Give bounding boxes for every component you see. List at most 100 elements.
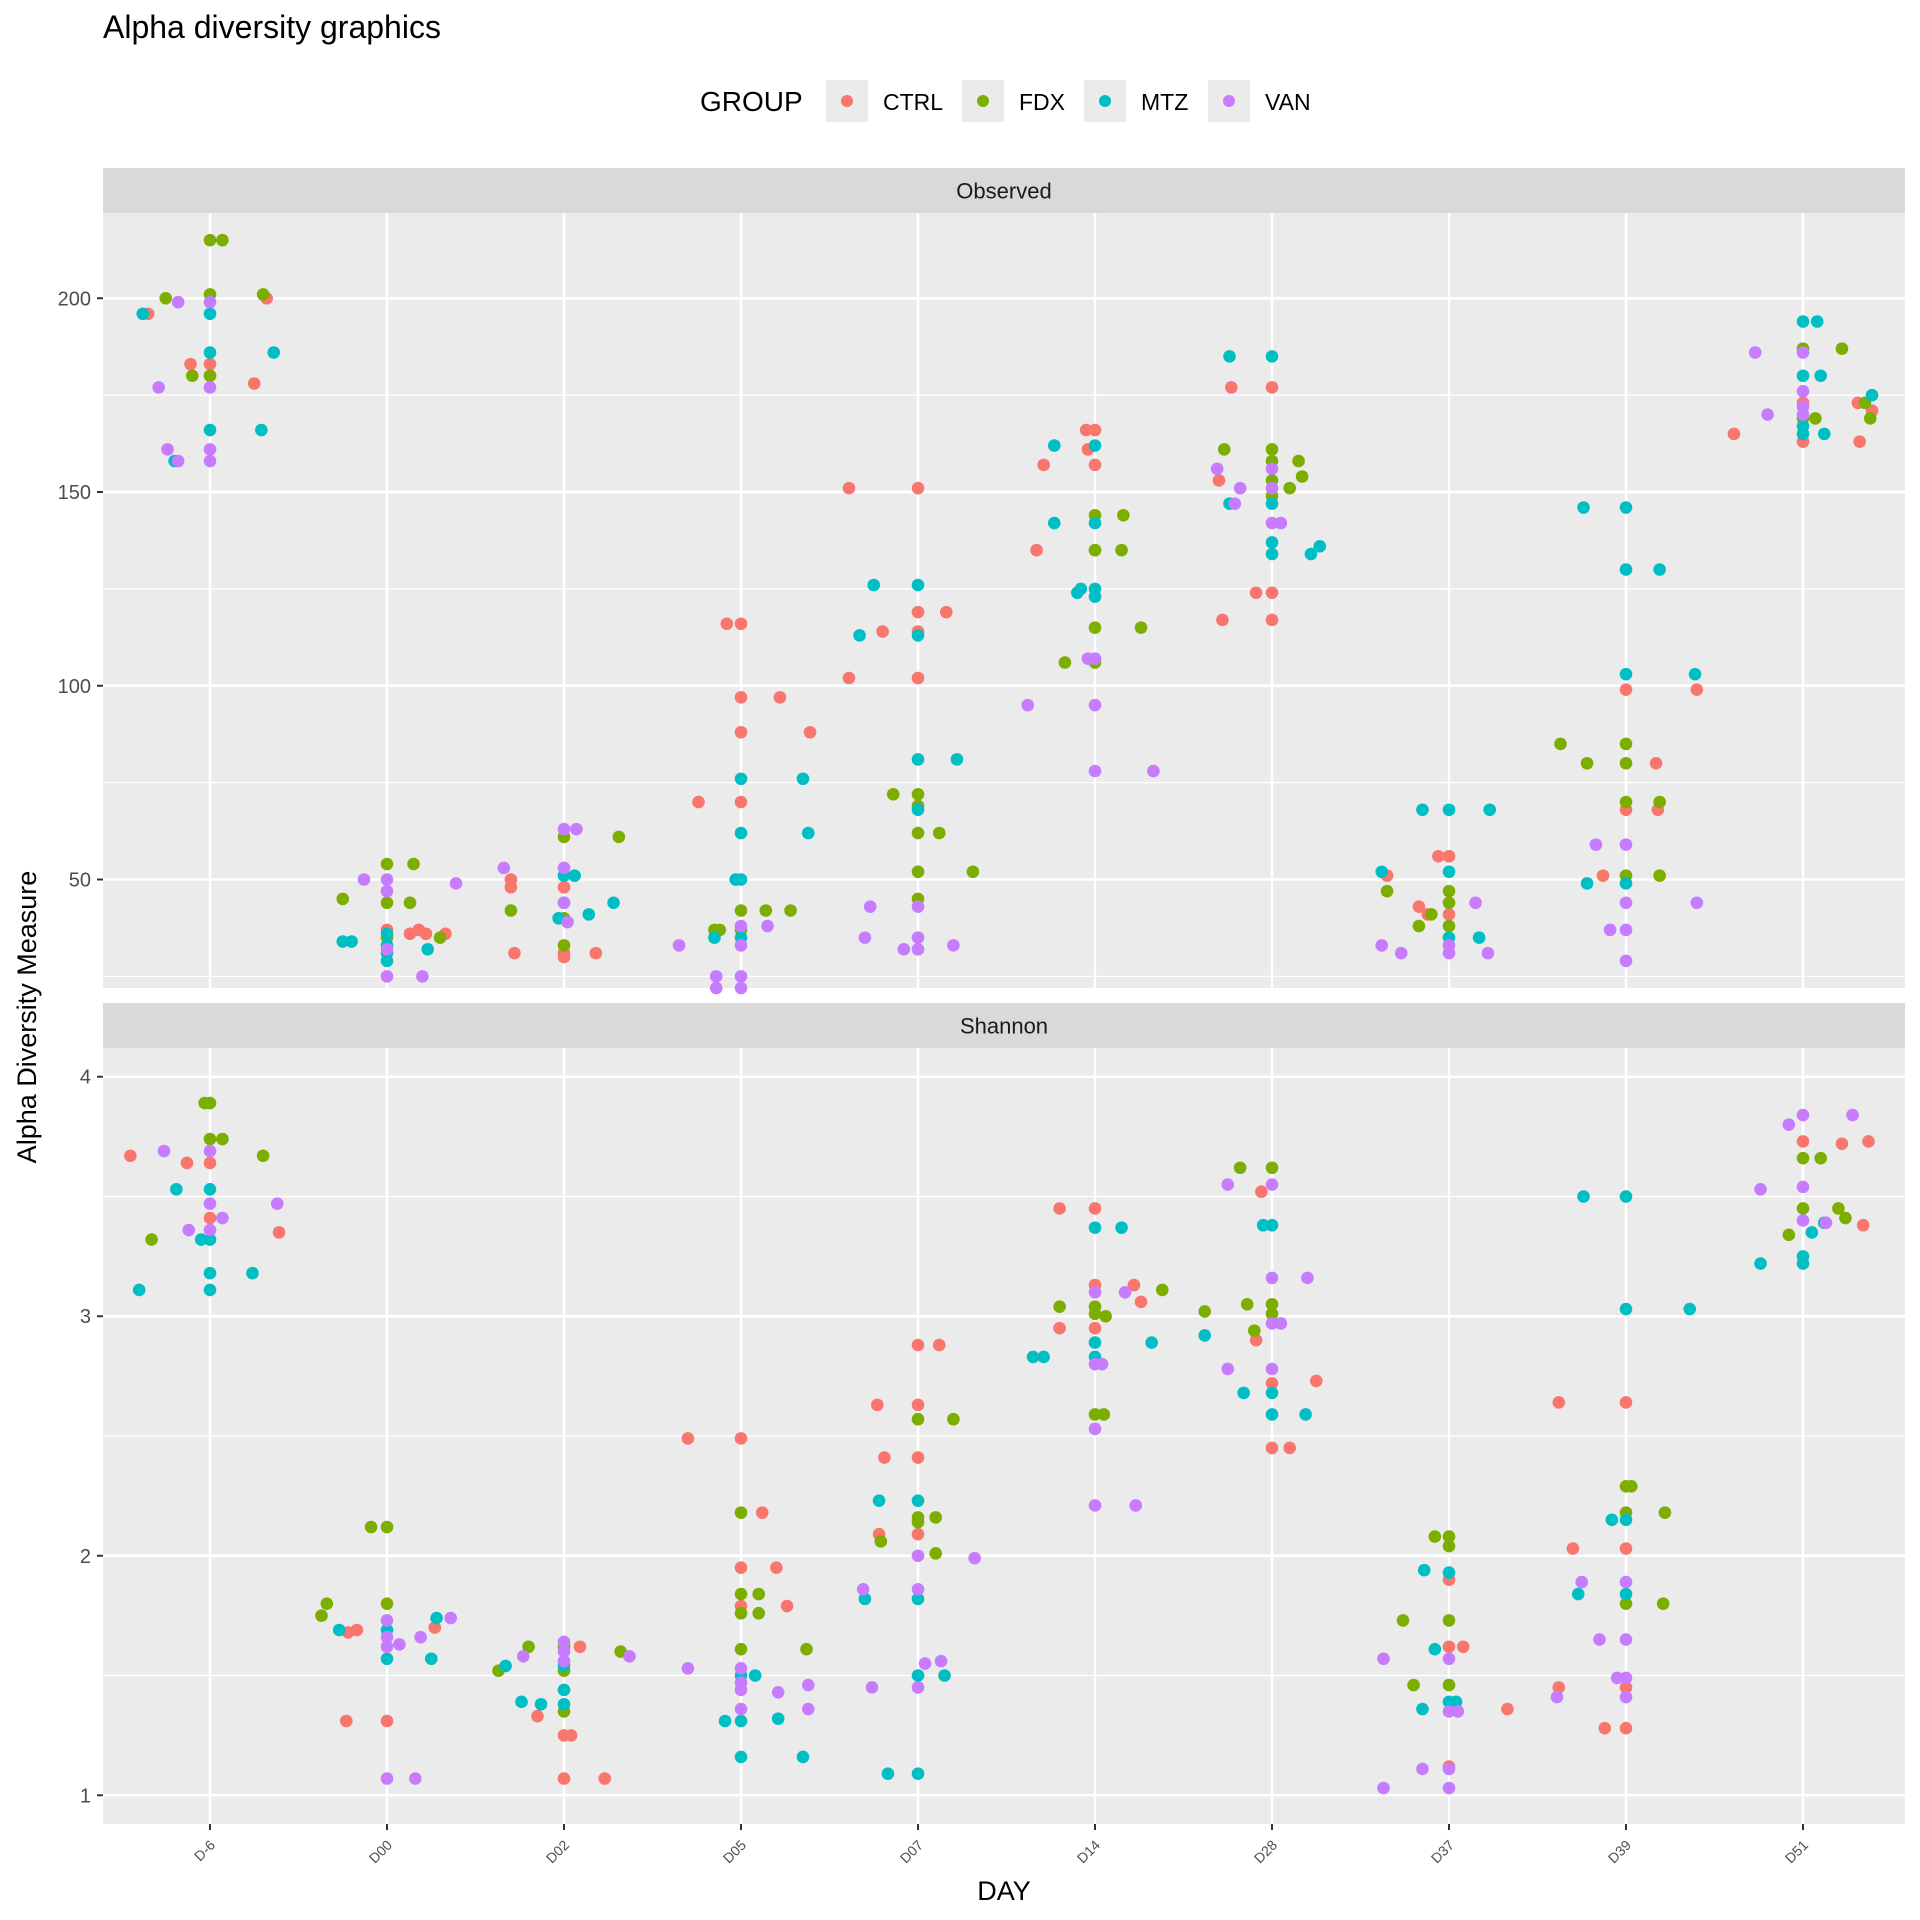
legend-key-dot — [977, 95, 989, 107]
data-point — [336, 892, 350, 906]
data-point — [1407, 1678, 1420, 1692]
data-point — [796, 1750, 810, 1764]
data-point — [911, 1527, 925, 1541]
data-point — [1619, 1542, 1633, 1555]
data-point — [1580, 877, 1594, 890]
y-tick-label: 3 — [80, 1306, 91, 1328]
data-point — [247, 377, 261, 390]
data-point — [1037, 458, 1050, 472]
data-point — [1835, 1137, 1849, 1151]
legend-title: GROUP — [700, 86, 803, 117]
data-point — [734, 1662, 748, 1675]
data-point — [1228, 497, 1242, 510]
data-point — [1134, 621, 1148, 634]
data-point — [1619, 563, 1633, 576]
data-point — [1625, 1479, 1638, 1493]
data-point — [1210, 462, 1224, 476]
data-point — [380, 927, 394, 941]
facet-label: Shannon — [960, 1014, 1048, 1039]
data-point — [1416, 1762, 1429, 1776]
data-point — [1688, 667, 1702, 681]
data-point — [1782, 1118, 1796, 1131]
data-point — [515, 1695, 528, 1709]
data-point — [1265, 1317, 1279, 1330]
legend: GROUP CTRL FDX MTZ VAN — [700, 80, 1311, 122]
data-point — [911, 578, 925, 592]
data-point — [1442, 1762, 1456, 1776]
data-point — [1079, 423, 1093, 437]
data-point — [270, 1197, 284, 1210]
data-point — [734, 1432, 748, 1445]
data-point — [1088, 764, 1102, 778]
data-point — [1835, 342, 1849, 355]
data-point — [1796, 315, 1810, 328]
data-point — [718, 1714, 732, 1728]
data-point — [1782, 1228, 1796, 1242]
data-point — [171, 295, 185, 309]
data-point — [203, 1096, 217, 1110]
data-point — [409, 1772, 422, 1785]
data-point — [256, 1149, 270, 1163]
data-point — [1442, 1705, 1456, 1718]
data-point — [1653, 795, 1666, 809]
data-point — [1577, 501, 1590, 514]
data-point — [1571, 1587, 1585, 1601]
panel-shannon: Shannon 1 2 3 4 — [80, 1003, 1905, 1824]
data-point — [1375, 865, 1389, 879]
data-point — [911, 1515, 925, 1529]
data-point — [499, 1659, 512, 1673]
data-point — [932, 1338, 946, 1352]
data-point — [734, 795, 748, 809]
data-point — [1026, 1350, 1040, 1364]
data-point — [911, 1451, 925, 1464]
data-point — [1117, 508, 1130, 522]
data-point — [203, 1211, 217, 1225]
data-point — [734, 970, 748, 983]
data-point — [203, 443, 217, 456]
data-point — [145, 1233, 158, 1246]
y-tick-label: 200 — [58, 288, 91, 310]
data-point — [570, 822, 583, 836]
data-point — [1442, 1781, 1456, 1795]
data-point — [1809, 412, 1822, 425]
data-point — [203, 381, 217, 394]
data-point — [157, 1144, 171, 1158]
data-point — [1690, 683, 1704, 696]
data-point — [796, 772, 810, 786]
data-point — [1596, 869, 1610, 882]
data-point — [947, 939, 960, 952]
data-point — [1619, 737, 1633, 751]
data-point — [1233, 481, 1247, 495]
data-point — [1428, 1530, 1442, 1543]
data-point — [1134, 1295, 1148, 1309]
data-point — [1088, 543, 1102, 557]
facet-strip — [103, 168, 1905, 213]
data-point — [1442, 908, 1456, 921]
data-point — [911, 1412, 925, 1426]
data-point — [878, 1451, 891, 1464]
data-point — [770, 1561, 783, 1575]
data-point — [1814, 1151, 1827, 1165]
data-point — [911, 942, 925, 956]
data-point — [1796, 1250, 1810, 1263]
data-point — [557, 950, 571, 964]
facet-panels: Observed 50 100 150 200 Shannon 1 2 3 4 — [58, 168, 1905, 1824]
data-point — [380, 1614, 394, 1627]
legend-key-dot — [1099, 95, 1111, 107]
data-point — [557, 861, 571, 875]
data-point — [171, 454, 185, 468]
data-point — [1481, 946, 1495, 960]
data-point — [180, 1156, 194, 1170]
data-point — [1416, 803, 1429, 817]
x-axis-title: DAY — [977, 1876, 1031, 1906]
data-point — [612, 830, 626, 844]
data-point — [1088, 698, 1102, 712]
y-tick-label: 100 — [58, 676, 91, 698]
data-point — [801, 1702, 815, 1716]
data-point — [1265, 443, 1279, 456]
data-point — [759, 904, 773, 917]
data-point — [380, 970, 394, 983]
data-point — [364, 1520, 378, 1534]
data-point — [589, 946, 603, 960]
data-point — [332, 1623, 346, 1637]
